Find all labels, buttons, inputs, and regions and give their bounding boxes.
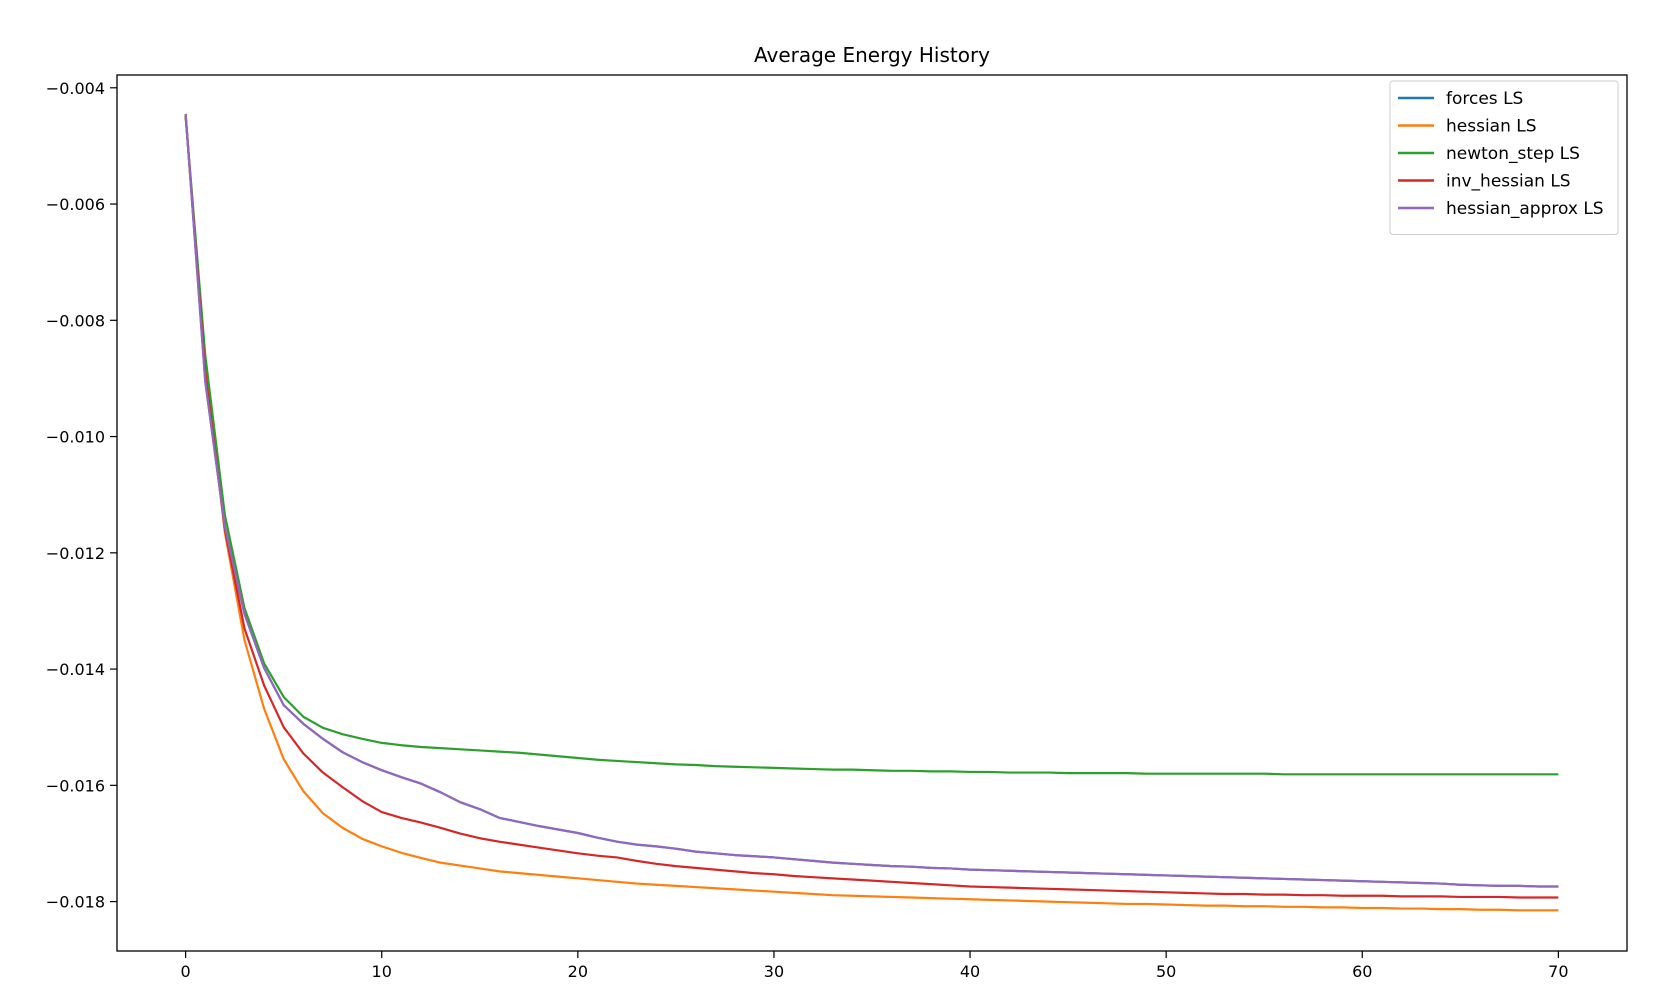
legend-label: newton_step LS	[1446, 144, 1580, 164]
y-tick-label: −0.014	[46, 660, 105, 679]
series-line-3	[184, 116, 1559, 776]
x-tick-label: 10	[372, 962, 392, 981]
series-layer	[184, 113, 1559, 912]
y-axis: −0.004 −0.006 −0.008 −0.010 −0.012 −0.014 −0.0…	[46, 79, 117, 912]
series-line-4	[184, 115, 1559, 899]
plot-area	[116, 74, 1628, 952]
series-line-2	[184, 115, 1559, 912]
legend-label: hessian LS	[1446, 117, 1537, 137]
x-axis: 0 10 20 30 40 50 60 70	[181, 951, 1569, 981]
y-tick-label: −0.010	[46, 428, 105, 447]
series-line-5	[184, 113, 1559, 888]
x-tick-label: 50	[1156, 962, 1176, 981]
chart-title: Average Energy History	[754, 43, 990, 67]
y-tick-label: −0.008	[46, 311, 105, 330]
y-tick-label: −0.018	[46, 893, 105, 912]
x-tick-label: 40	[960, 962, 980, 981]
plot-frame	[116, 74, 1628, 952]
x-tick-label: 20	[568, 962, 588, 981]
legend: forces LS hessian LS newton_step LS inv_hes…	[1389, 80, 1619, 235]
y-tick-label: −0.006	[46, 195, 105, 214]
legend-label: hessian_approx LS	[1446, 199, 1604, 219]
legend-label: forces LS	[1446, 89, 1523, 109]
y-tick-label: −0.016	[46, 776, 105, 795]
legend-label: inv_hessian LS	[1446, 172, 1571, 192]
y-tick-label: −0.004	[46, 79, 105, 98]
y-tick-label: −0.012	[46, 544, 105, 563]
x-tick-label: 0	[181, 962, 191, 981]
x-tick-label: 60	[1352, 962, 1372, 981]
x-tick-label: 70	[1548, 962, 1568, 981]
legend-box	[1389, 80, 1619, 235]
x-tick-label: 30	[764, 962, 784, 981]
